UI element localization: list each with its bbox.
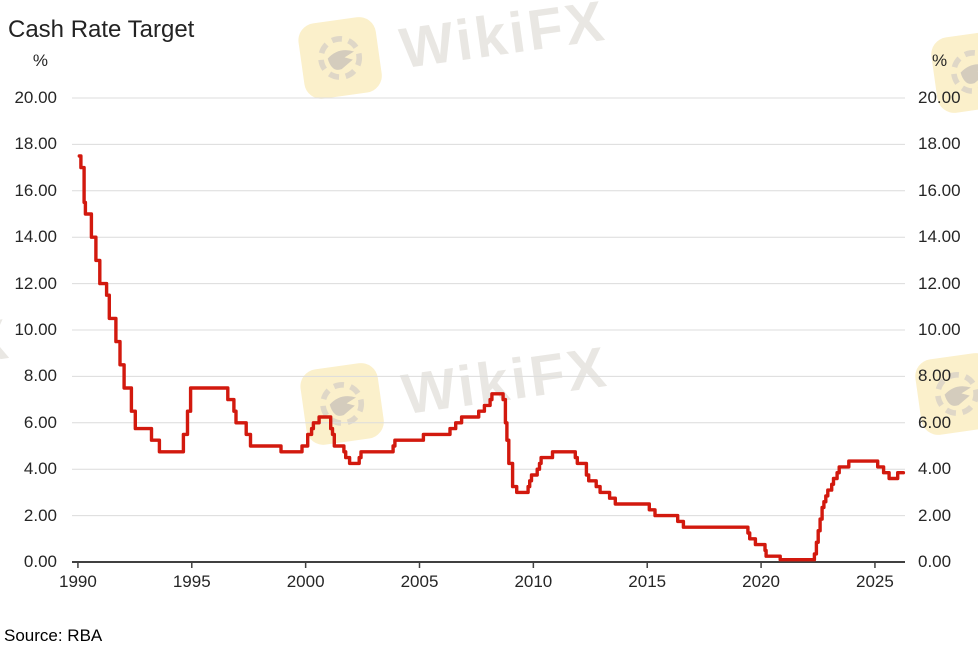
y-tick-label: 2.00 xyxy=(918,505,952,525)
x-tick-label: 2000 xyxy=(286,572,325,591)
y-tick-label: 20.00 xyxy=(918,88,961,107)
y-tick-label: 4.00 xyxy=(918,459,952,479)
y-tick-label: 10.00 xyxy=(918,320,961,339)
cash-rate-line xyxy=(77,154,906,562)
y-tick-label: 18.00 xyxy=(918,134,961,154)
y-tick-label: 16.00 xyxy=(14,180,57,200)
x-tick-label: 2010 xyxy=(514,572,553,591)
y-tick-label: 14.00 xyxy=(14,227,57,247)
y-tick-label: 2.00 xyxy=(23,505,57,525)
x-tick-label: 2015 xyxy=(628,572,667,591)
y-tick-label: 6.00 xyxy=(23,412,57,432)
x-tick-label: 1995 xyxy=(172,572,211,591)
y-tick-label: 12.00 xyxy=(14,273,57,293)
y-tick-label: 8.00 xyxy=(918,366,952,386)
y-tick-label: 16.00 xyxy=(918,180,961,200)
page-title: Cash Rate Target xyxy=(8,16,195,44)
y-tick-label: 6.00 xyxy=(918,412,952,432)
x-tick-label: 2020 xyxy=(742,572,780,591)
y-tick-label: 12.00 xyxy=(918,273,961,293)
y-tick-label: 4.00 xyxy=(23,459,57,479)
y-tick-label: 14.00 xyxy=(918,227,961,247)
x-tick-label: 2025 xyxy=(856,572,894,591)
y-tick-label: 0.00 xyxy=(918,552,952,571)
y-axis-unit-right: % xyxy=(932,51,948,70)
y-tick-label: 20.00 xyxy=(14,88,57,107)
x-tick-label: 2005 xyxy=(400,572,439,591)
y-tick-label: 10.00 xyxy=(14,320,57,339)
x-tick-label: 1990 xyxy=(58,572,97,591)
y-tick-label: 8.00 xyxy=(23,366,57,386)
y-axis-unit-left: % xyxy=(32,51,48,70)
y-tick-label: 18.00 xyxy=(14,134,57,154)
y-tick-label: 0.00 xyxy=(23,552,57,571)
source-note: Source: RBA xyxy=(4,626,103,645)
